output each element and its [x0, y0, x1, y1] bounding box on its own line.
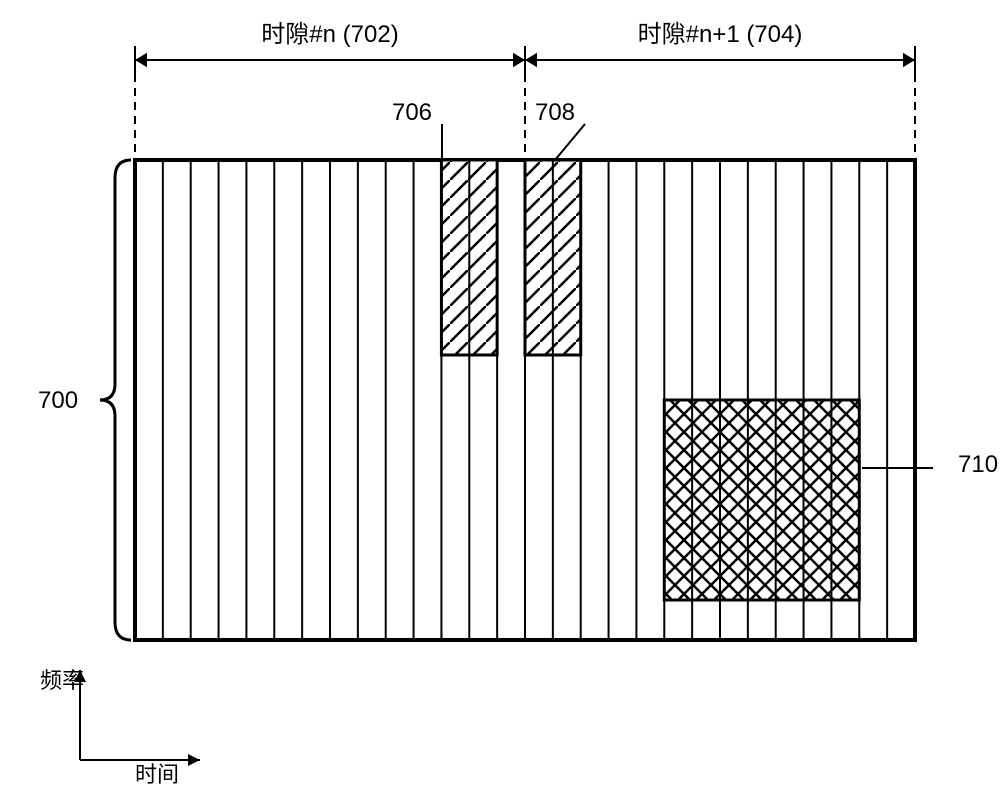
callout-708-text: 708	[535, 99, 575, 126]
region-710	[664, 400, 859, 600]
bracket-700-label: 700	[38, 387, 78, 414]
callout-706-text: 706	[392, 99, 432, 126]
callout-708: 708	[535, 99, 585, 160]
axis-x-label: 时间	[135, 762, 179, 787]
region-706	[441, 160, 497, 355]
slot-n1-label: 时隙#n+1 (704)	[638, 21, 803, 48]
callout-710-text: 710	[958, 451, 998, 478]
dimension-bar	[135, 46, 915, 160]
bracket-700: 700	[38, 160, 131, 640]
slot-n-label: 时隙#n (702)	[261, 21, 398, 48]
callout-706: 706	[392, 99, 442, 160]
axis-y-label: 频率	[40, 668, 84, 693]
axes: 频率时间	[40, 668, 200, 787]
region-708	[525, 160, 581, 355]
